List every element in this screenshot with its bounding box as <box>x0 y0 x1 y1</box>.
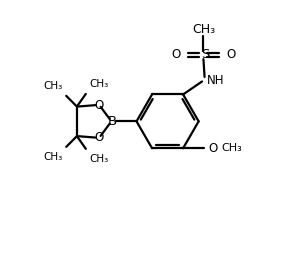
Text: CH₃: CH₃ <box>43 152 63 162</box>
Text: O: O <box>94 99 104 112</box>
Text: CH₃: CH₃ <box>89 154 108 164</box>
Text: CH₃: CH₃ <box>192 23 215 36</box>
Text: O: O <box>208 142 217 155</box>
Text: O: O <box>94 131 104 144</box>
Text: CH₃: CH₃ <box>43 81 63 91</box>
Text: B: B <box>108 115 117 128</box>
Text: CH₃: CH₃ <box>89 79 108 89</box>
Text: S: S <box>201 49 210 61</box>
Text: O: O <box>171 49 180 61</box>
Text: CH₃: CH₃ <box>221 143 242 153</box>
Text: NH: NH <box>207 74 225 87</box>
Text: O: O <box>226 49 236 61</box>
